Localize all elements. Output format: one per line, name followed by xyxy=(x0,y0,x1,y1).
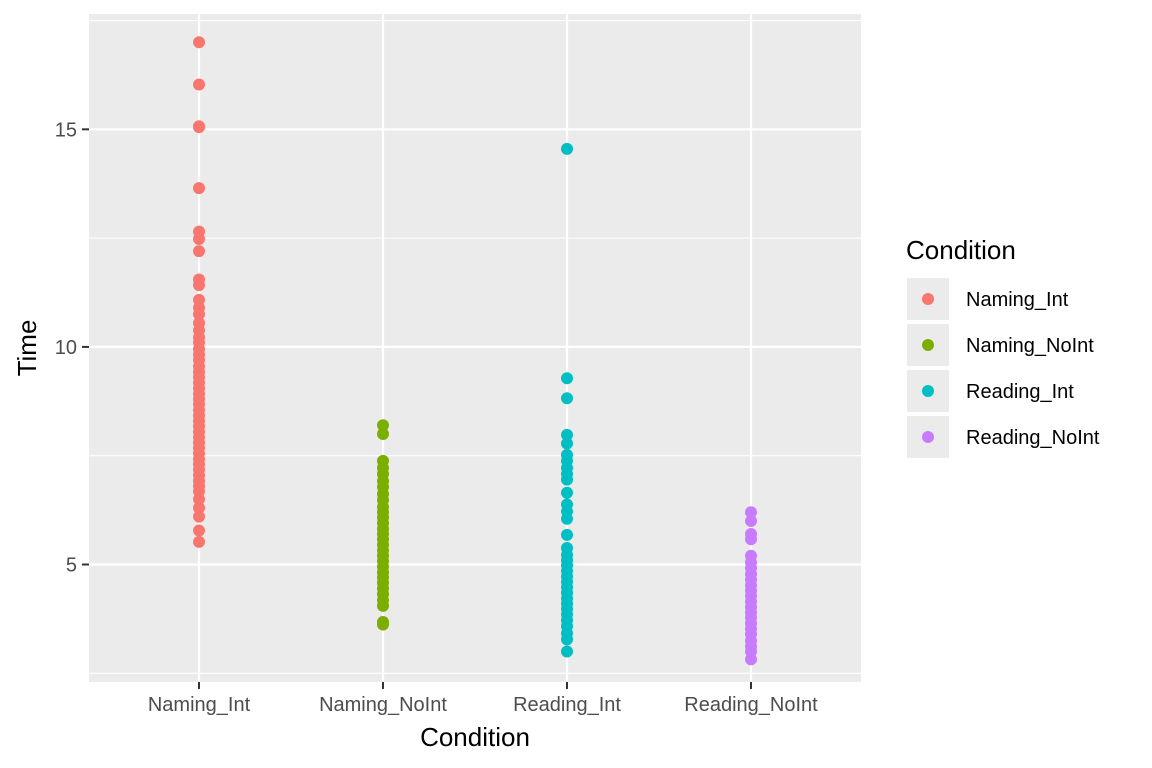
data-point xyxy=(745,514,757,527)
data-point xyxy=(377,419,389,432)
data-point xyxy=(561,528,573,541)
legend-label: Naming_Int xyxy=(966,289,1069,311)
data-point xyxy=(193,36,205,49)
data-point xyxy=(561,645,573,658)
y-axis-ticks: 5 10 15 xyxy=(55,119,89,577)
y-axis-title: Time xyxy=(12,320,42,377)
data-point xyxy=(745,653,757,666)
y-tick-label: 10 xyxy=(55,337,77,359)
data-point xyxy=(377,618,389,631)
data-point xyxy=(745,506,757,519)
data-point xyxy=(193,524,205,537)
legend-label: Reading_NoInt xyxy=(966,427,1100,449)
data-point xyxy=(561,486,573,499)
legend-marker xyxy=(922,385,934,397)
x-axis-title: Condition xyxy=(420,722,530,752)
legend-label: Naming_NoInt xyxy=(966,335,1094,357)
data-point xyxy=(561,392,573,405)
y-tick-label: 15 xyxy=(55,119,77,141)
legend-title: Condition xyxy=(906,235,1016,265)
data-point xyxy=(561,142,573,155)
data-point xyxy=(193,308,205,321)
data-point xyxy=(193,232,205,245)
data-point xyxy=(377,599,389,612)
x-tick-label: Naming_Int xyxy=(148,694,251,716)
data-point xyxy=(193,245,205,258)
y-tick-label: 5 xyxy=(66,555,77,577)
data-point xyxy=(193,279,205,292)
legend-marker xyxy=(922,431,934,443)
legend-label: Reading_Int xyxy=(966,381,1074,403)
data-point xyxy=(193,493,205,506)
data-point xyxy=(377,427,389,440)
data-points xyxy=(193,36,757,666)
data-point xyxy=(193,535,205,548)
x-tick-label: Reading_Int xyxy=(513,694,621,716)
legend: Condition Naming_Int Naming_NoInt Reading_… xyxy=(906,235,1100,458)
minor-gridlines xyxy=(89,19,861,674)
data-point xyxy=(561,428,573,441)
data-point xyxy=(561,473,573,486)
data-point xyxy=(193,182,205,195)
legend-marker xyxy=(922,339,934,351)
data-point xyxy=(193,78,205,91)
data-point xyxy=(561,372,573,385)
data-point xyxy=(745,533,757,546)
legend-marker xyxy=(922,293,934,305)
x-tick-label: Naming_NoInt xyxy=(319,694,447,716)
data-point xyxy=(193,510,205,523)
data-point xyxy=(561,633,573,646)
data-point xyxy=(193,501,205,514)
x-axis-ticks: Naming_Int Naming_NoInt Reading_Int Reading… xyxy=(148,682,818,716)
data-point xyxy=(561,437,573,450)
x-tick-label: Reading_NoInt xyxy=(684,694,818,716)
data-point xyxy=(193,121,205,134)
legend-entries: Naming_Int Naming_NoInt Reading_Int Reading… xyxy=(907,278,1100,458)
data-point xyxy=(561,512,573,525)
